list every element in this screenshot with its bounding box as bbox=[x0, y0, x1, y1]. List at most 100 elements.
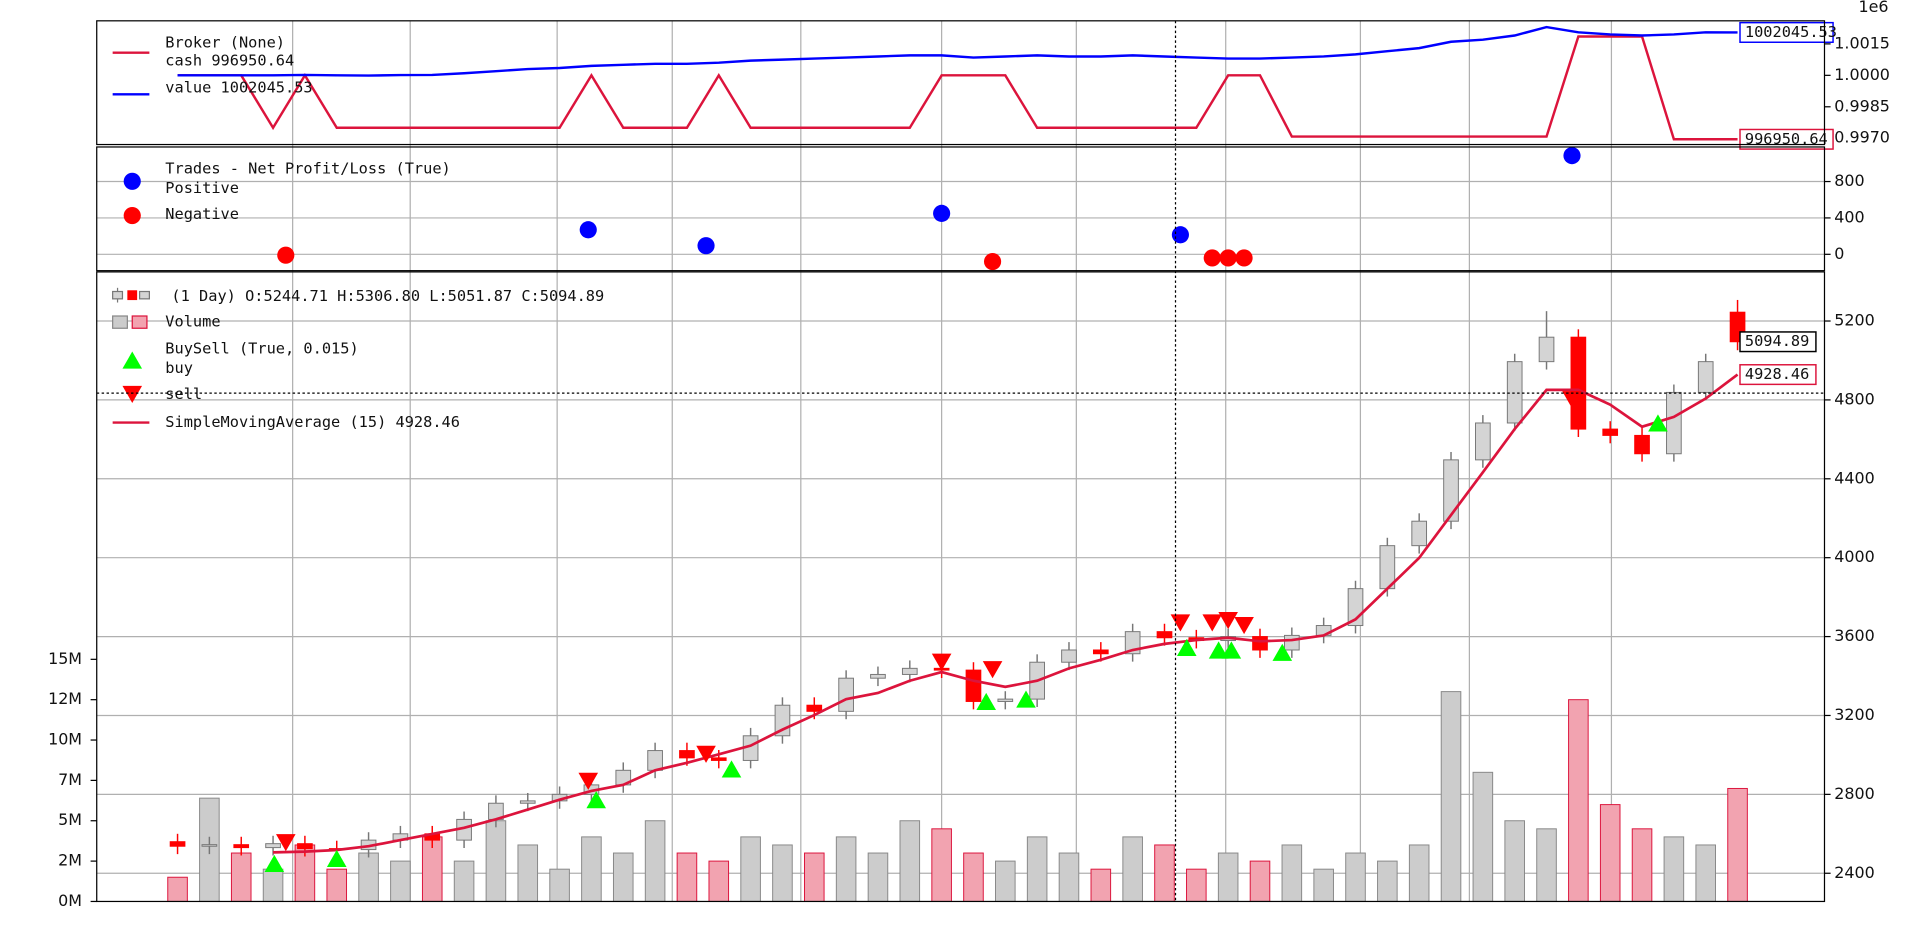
sell-marker bbox=[578, 772, 599, 790]
trade-point bbox=[1563, 147, 1581, 165]
volume-bar bbox=[262, 868, 284, 902]
candle-body bbox=[1156, 631, 1173, 639]
legend-label: Volume bbox=[165, 313, 220, 331]
candle-body bbox=[838, 677, 854, 712]
candle-body bbox=[233, 844, 250, 849]
trade-point bbox=[579, 221, 597, 239]
y-tick-label: 5M bbox=[58, 810, 82, 829]
y-tick-label: 12M bbox=[48, 689, 82, 708]
sell-marker bbox=[1562, 391, 1582, 409]
volume-bar bbox=[390, 860, 411, 902]
candle-body bbox=[1506, 361, 1523, 424]
volume-bar bbox=[1122, 836, 1143, 902]
y-tick-label: 4400 bbox=[1834, 468, 1874, 487]
volume-bar bbox=[1440, 691, 1462, 902]
legend-label: cash 996950.64 bbox=[165, 52, 294, 70]
legend-title: Trades - Net Profit/Loss (True) bbox=[165, 160, 450, 178]
legend-swatch bbox=[138, 290, 150, 300]
y-tick-label: 2400 bbox=[1834, 863, 1874, 882]
candle-body bbox=[965, 669, 982, 702]
candle-body bbox=[679, 750, 695, 759]
volume-bar bbox=[708, 860, 730, 902]
volume-bar bbox=[1631, 828, 1653, 902]
candle-body bbox=[901, 667, 918, 675]
volume-bar bbox=[963, 852, 984, 902]
offset-label: 1e6 bbox=[1858, 0, 1888, 16]
legend-label: SimpleMovingAverage (15) 4928.46 bbox=[165, 413, 460, 431]
volume-bar bbox=[167, 876, 188, 902]
legend-label: value 1002045.53 bbox=[165, 79, 312, 97]
legend-label: buy bbox=[165, 359, 193, 377]
sell-marker bbox=[696, 745, 716, 763]
candle-body bbox=[1697, 361, 1714, 393]
trade-point bbox=[277, 246, 295, 264]
volume-bar bbox=[1154, 844, 1175, 902]
trade-point bbox=[984, 253, 1002, 271]
candle-body bbox=[1252, 636, 1268, 651]
legend-swatch bbox=[122, 351, 143, 369]
buy-marker bbox=[1221, 641, 1242, 659]
line bbox=[177, 25, 1738, 77]
y-tick-label: 2M bbox=[58, 851, 82, 870]
candle-body bbox=[1475, 422, 1491, 461]
volume-bar bbox=[1249, 860, 1271, 902]
plot-layer: 0.9970 0.9985 1.0000 1.0015 Broker (None)cas… bbox=[48, 21, 1890, 910]
trade-point bbox=[1203, 249, 1221, 267]
sell-marker bbox=[1202, 614, 1223, 632]
volume-bar bbox=[1281, 844, 1303, 902]
volume-bar bbox=[931, 828, 952, 902]
buy-marker bbox=[326, 849, 347, 868]
candle-body bbox=[710, 757, 727, 761]
buy-marker bbox=[586, 791, 606, 809]
legend-label: Positive bbox=[165, 179, 239, 197]
line bbox=[177, 35, 1738, 141]
legend-marker bbox=[123, 206, 141, 225]
legend-label: BuySell (True, 0.015) bbox=[165, 340, 358, 358]
candle-body bbox=[997, 698, 1014, 702]
legend-swatch bbox=[122, 385, 143, 403]
legend-swatch bbox=[112, 290, 124, 300]
volume-bar bbox=[612, 852, 634, 902]
legend-swatch bbox=[131, 315, 148, 329]
volume-bar bbox=[1408, 844, 1430, 902]
legend-label: Negative bbox=[165, 205, 239, 223]
y-tick-label: 0.9970 bbox=[1834, 128, 1890, 147]
y-tick-label: 1.0000 bbox=[1834, 65, 1890, 84]
volume-bar bbox=[1536, 828, 1557, 902]
candle-body bbox=[1538, 336, 1555, 363]
y-tick-label: 15M bbox=[48, 649, 82, 668]
y-tick-label: 0.9985 bbox=[1834, 96, 1890, 115]
end-label: 996950.64 bbox=[1745, 130, 1828, 148]
candle-body bbox=[1666, 391, 1682, 455]
volume-bar bbox=[1568, 699, 1589, 902]
y-tick-label: 0 bbox=[1834, 244, 1844, 263]
candle-body bbox=[1570, 336, 1587, 430]
trade-point bbox=[933, 204, 951, 222]
volume-bar bbox=[1026, 836, 1048, 902]
volume-bar bbox=[995, 860, 1016, 902]
candle-body bbox=[519, 800, 536, 804]
buy-marker bbox=[1176, 638, 1197, 657]
volume-bar bbox=[1090, 868, 1112, 902]
volume-bar bbox=[1186, 868, 1207, 902]
volume-bar bbox=[644, 820, 666, 902]
candle-body bbox=[297, 843, 313, 850]
trade-point bbox=[1219, 249, 1237, 267]
broker-frame bbox=[96, 20, 1826, 146]
volume-bar bbox=[549, 868, 570, 902]
legend-title: Broker (None) bbox=[165, 33, 285, 51]
candle-body bbox=[647, 750, 663, 771]
end-label: 1002045.53 bbox=[1745, 23, 1837, 41]
candle-body bbox=[806, 704, 823, 712]
sell-marker bbox=[1218, 612, 1238, 630]
end-label: 5094.89 bbox=[1745, 332, 1809, 350]
y-tick-label: 5200 bbox=[1834, 311, 1874, 330]
volume-bar bbox=[835, 836, 857, 902]
y-tick-label: 3600 bbox=[1834, 626, 1874, 645]
volume-bar bbox=[867, 852, 889, 902]
volume-bar bbox=[485, 820, 507, 902]
buy-marker bbox=[1272, 643, 1293, 661]
candle-body bbox=[265, 843, 281, 849]
y-tick-label: 10M bbox=[48, 730, 82, 749]
buy-marker bbox=[976, 692, 996, 711]
